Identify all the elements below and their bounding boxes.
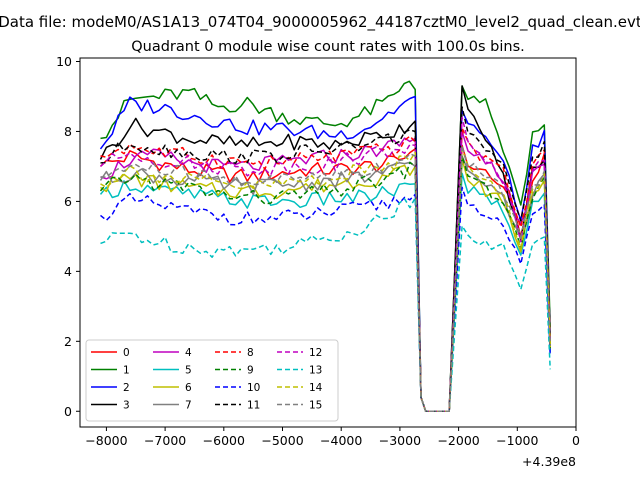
x-tick-label: −2000: [437, 433, 479, 448]
axes-frame: [79, 57, 577, 428]
y-tick-label: 0: [64, 404, 72, 419]
series-line-11: [100, 106, 551, 413]
series-line-8: [100, 127, 551, 413]
legend-label-8: 8: [247, 347, 254, 359]
legend-label-3: 3: [123, 400, 130, 412]
series-line-10: [100, 186, 551, 413]
chart-title: Quadrant 0 module wise count rates with …: [131, 39, 525, 55]
series-line-13: [100, 197, 551, 413]
figure-suptitle: Data file: modeM0/AS1A13_074T04_90000059…: [0, 13, 640, 32]
x-tick-label: −4000: [320, 433, 362, 448]
plot-lines: [99, 80, 551, 413]
y-tick-label: 4: [64, 264, 72, 279]
y-tick-label: 10: [56, 54, 72, 69]
x-offset-label: +4.39e8: [522, 454, 576, 469]
legend-label-10: 10: [247, 382, 260, 394]
y-tick-label: 6: [64, 194, 72, 209]
x-tick-label: −1000: [496, 433, 538, 448]
series-line-3: [99, 85, 551, 413]
series-line-12: [100, 116, 551, 413]
y-axis: 0 2 4 6 8 10: [56, 54, 80, 419]
series-line-4: [100, 130, 551, 413]
legend-box: [85, 339, 339, 422]
x-tick-label: −7000: [144, 433, 186, 448]
x-tick-label: −3000: [379, 433, 421, 448]
legend-label-6: 6: [185, 382, 192, 394]
legend-label-14: 14: [309, 382, 323, 394]
x-tick-label: 0: [572, 433, 580, 448]
series-line-7: [99, 155, 551, 413]
legend-label-0: 0: [123, 347, 130, 359]
y-tick-label: 2: [64, 334, 72, 349]
x-tick-label: −5000: [261, 433, 303, 448]
legend-label-11: 11: [247, 400, 260, 412]
x-tick-label: −8000: [85, 433, 127, 448]
series-line-6: [100, 158, 551, 413]
x-tick-label: −6000: [203, 433, 245, 448]
y-tick-label: 8: [64, 124, 72, 139]
legend-label-12: 12: [309, 347, 322, 359]
series-line-2: [99, 95, 551, 413]
legend-label-9: 9: [247, 365, 254, 377]
legend-label-15: 15: [309, 400, 322, 412]
legend-label-1: 1: [123, 365, 130, 377]
legend-label-4: 4: [185, 347, 192, 359]
x-axis: −8000 −7000 −6000 −5000 −4000 −3000 −2000 −1000…: [85, 427, 580, 448]
legend-label-7: 7: [185, 400, 192, 412]
legend-label-13: 13: [309, 365, 322, 377]
series-line-14: [100, 148, 551, 413]
series-line-9: [99, 155, 551, 413]
legend-label-2: 2: [123, 382, 130, 394]
series-line-1: [100, 80, 551, 413]
legend-label-5: 5: [185, 365, 192, 377]
series-line-15: [100, 144, 551, 413]
